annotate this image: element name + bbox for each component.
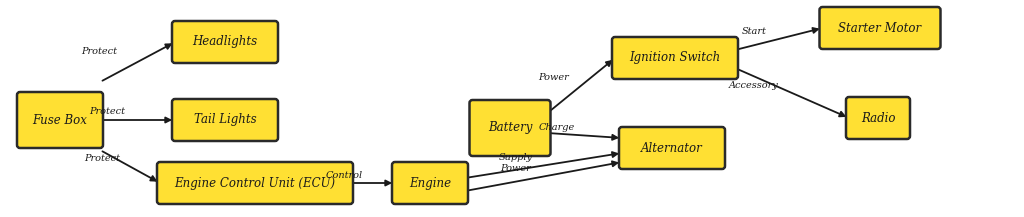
Text: Start: Start (741, 26, 766, 36)
FancyBboxPatch shape (846, 97, 910, 139)
FancyBboxPatch shape (392, 162, 468, 204)
Text: Starter Motor: Starter Motor (839, 21, 922, 35)
Text: Ignition Switch: Ignition Switch (630, 51, 721, 64)
FancyBboxPatch shape (819, 7, 940, 49)
Text: Engine: Engine (409, 176, 451, 189)
Text: Accessory: Accessory (729, 81, 779, 89)
Text: Control: Control (326, 171, 364, 179)
Text: Headlights: Headlights (193, 36, 258, 49)
Text: Alternator: Alternator (641, 141, 702, 155)
Text: Power: Power (538, 73, 568, 82)
Text: Protect: Protect (84, 154, 120, 163)
FancyBboxPatch shape (172, 21, 278, 63)
Text: Protect: Protect (89, 107, 126, 117)
FancyBboxPatch shape (157, 162, 353, 204)
Text: Fuse Box: Fuse Box (33, 113, 87, 127)
Text: Power: Power (500, 164, 530, 173)
FancyBboxPatch shape (612, 37, 738, 79)
FancyBboxPatch shape (469, 100, 551, 156)
Text: Engine Control Unit (ECU): Engine Control Unit (ECU) (174, 176, 336, 189)
FancyBboxPatch shape (618, 127, 725, 169)
Text: Tail Lights: Tail Lights (194, 113, 256, 127)
Text: Supply: Supply (499, 153, 532, 162)
Text: Protect: Protect (82, 48, 118, 56)
Text: Radio: Radio (861, 112, 895, 125)
Text: Charge: Charge (539, 123, 574, 132)
FancyBboxPatch shape (172, 99, 278, 141)
FancyBboxPatch shape (17, 92, 103, 148)
Text: Battery: Battery (487, 122, 532, 135)
